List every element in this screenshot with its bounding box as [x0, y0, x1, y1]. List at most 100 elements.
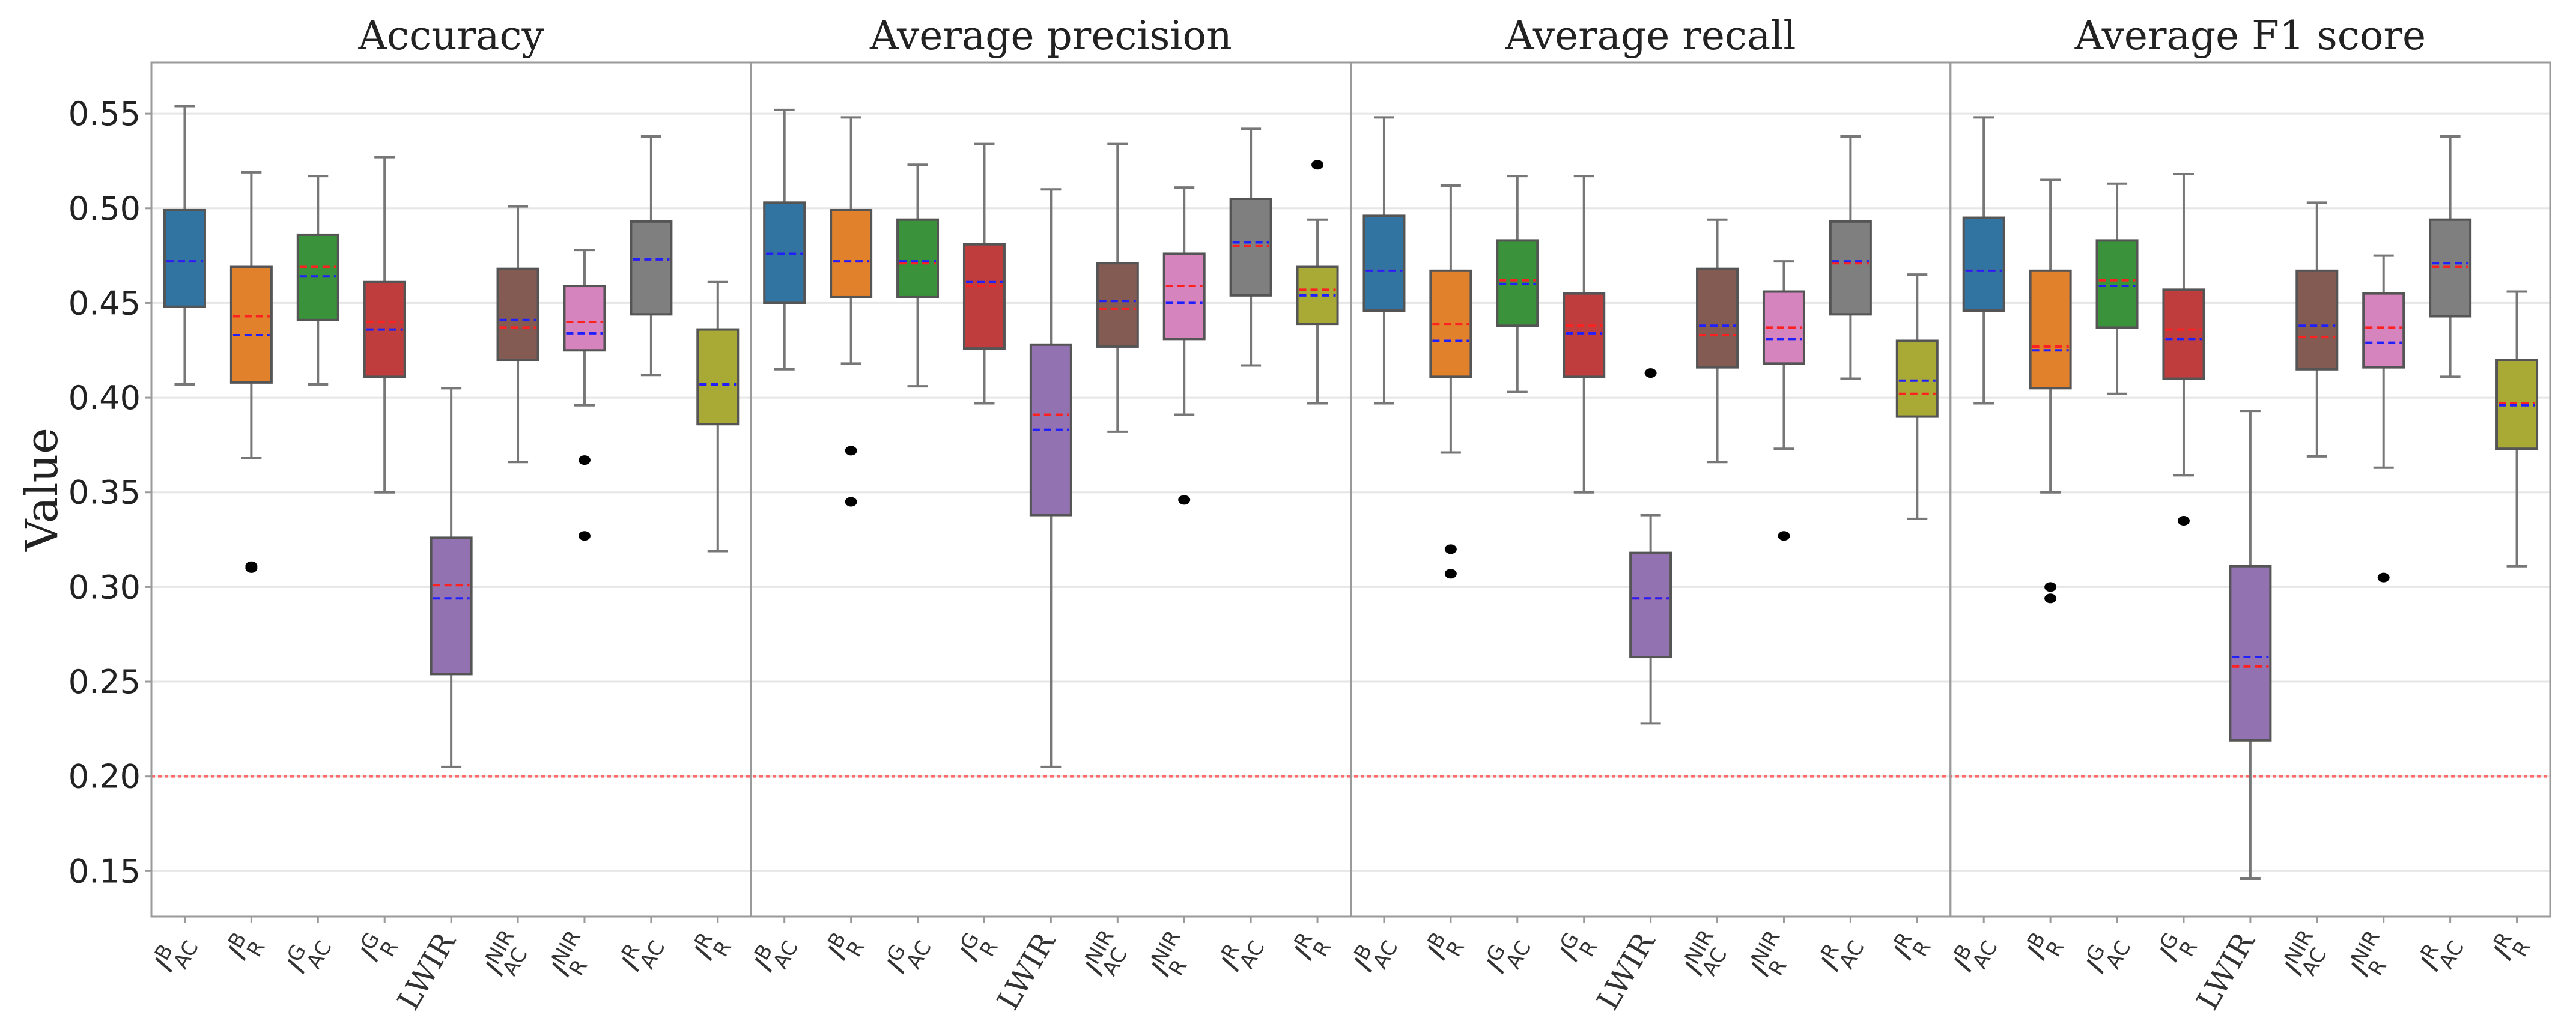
box-0 — [763, 108, 806, 371]
x-tick-label: INIRAC — [1676, 926, 1736, 986]
y-tick-label: 0.50 — [68, 190, 141, 228]
x-tick-text: IBR — [2019, 927, 2069, 970]
x-tick-text: INIRAC — [1676, 926, 1736, 986]
y-tick-label: 0.35 — [68, 474, 141, 512]
box-iqr — [1563, 292, 1606, 378]
x-tick-label: IGAC — [281, 937, 337, 978]
x-tick-label: IGR — [352, 927, 404, 972]
x-tick-label: IGR — [2153, 929, 2202, 967]
box-5 — [496, 205, 539, 464]
box-1 — [830, 116, 873, 507]
box-8 — [696, 280, 740, 553]
box-6 — [563, 249, 606, 541]
box-iqr — [1362, 214, 1406, 312]
box-4 — [1029, 188, 1072, 768]
x-tick-text: IGAC — [1478, 927, 1536, 983]
box-5 — [1096, 142, 1139, 433]
box-iqr — [630, 220, 673, 316]
box-6 — [1162, 186, 1206, 505]
outlier-point — [1444, 544, 1457, 554]
x-tick-label: INIRAC — [477, 926, 537, 986]
panel-title: Accuracy — [358, 13, 545, 59]
box-1 — [2029, 178, 2072, 604]
box-2 — [896, 163, 940, 388]
x-tick-label: IRR — [1885, 927, 1936, 970]
outlier-point — [2377, 572, 2390, 583]
x-tick-text: INIRAC — [477, 926, 537, 986]
x-tick-label: IGAC — [880, 937, 937, 978]
x-tick-label: IRAC — [1814, 937, 1870, 977]
box-iqr — [1962, 216, 2005, 312]
x-tick-text: IBAC — [746, 927, 803, 982]
outlier-point — [578, 531, 591, 541]
box-3 — [2162, 173, 2205, 526]
box-iqr — [1696, 267, 1739, 369]
outlier-point — [2044, 593, 2057, 604]
x-tick-text: IBAC — [1346, 927, 1403, 982]
outlier-point — [845, 497, 857, 507]
x-tick-text: IRAC — [1212, 927, 1269, 981]
x-tick-text: IRR — [1885, 927, 1936, 970]
y-axis-ticks: 0.15 0.20 0.25 0.30 0.35 0.40 0.45 0.50 0.55 — [68, 95, 151, 890]
x-tick-label: IRAC — [1212, 927, 1270, 981]
x-tick-label: INIRR — [1745, 927, 1792, 982]
x-tick-text: IBR — [219, 927, 270, 970]
x-tick-label: INIRAC — [2276, 926, 2336, 986]
x-tick-label: IGAC — [2077, 927, 2136, 983]
box-5 — [1696, 218, 1739, 464]
box-iqr — [1829, 220, 1872, 316]
x-tick-label: IGAC — [1478, 927, 1536, 983]
outlier-point — [245, 561, 258, 571]
panel-frame — [1350, 61, 1952, 918]
x-tick-label: LWIR — [390, 926, 463, 1016]
box-iqr — [496, 267, 539, 362]
box-1 — [1429, 184, 1472, 579]
x-tick-label: IRAC — [2412, 927, 2469, 981]
tick-subscript: AC — [2101, 937, 2136, 973]
x-tick-text: IBR — [819, 927, 870, 970]
outlier-point — [1778, 531, 1790, 541]
y-tick-label: 0.45 — [68, 284, 141, 322]
box-iqr — [2095, 239, 2139, 329]
x-tick-label: IBAC — [1947, 937, 2002, 977]
y-tick-label: 0.25 — [68, 663, 141, 701]
x-tick-text: IGR — [352, 927, 404, 972]
box-5 — [2295, 201, 2339, 458]
x-tick-text: IBR — [1419, 927, 1469, 970]
x-tick-text: INIRAC — [1077, 926, 1137, 986]
x-tick-text: IGR — [1551, 927, 1603, 972]
x-tick-label: IBR — [2019, 927, 2070, 970]
panel-frame — [1949, 61, 2551, 918]
x-tick-text: IGAC — [2077, 927, 2136, 983]
outlier-point — [578, 455, 591, 465]
outlier-point — [1444, 569, 1457, 579]
x-tick-label: IBR — [1419, 927, 1469, 970]
box-4 — [430, 387, 473, 768]
box-iqr — [2029, 269, 2072, 390]
x-tick-text: INIRR — [1143, 927, 1203, 987]
x-tick-label: IRAC — [615, 937, 670, 977]
x-tick-label: IBR — [819, 927, 870, 970]
y-axis-label: Value — [16, 428, 68, 552]
box-3 — [1563, 175, 1606, 494]
box-iqr — [1162, 252, 1206, 341]
x-tick-text: INIRR — [2342, 927, 2402, 987]
x-tick-label: IBAC — [148, 937, 204, 977]
box-7 — [630, 135, 673, 377]
box-2 — [296, 175, 339, 386]
box-iqr — [163, 208, 206, 308]
box-iqr — [2162, 288, 2205, 380]
box-4 — [2229, 410, 2272, 880]
outlier-point — [1311, 160, 1324, 170]
box-4 — [1629, 368, 1672, 725]
x-tick-text: INIRAC — [2276, 926, 2336, 986]
x-tick-text: IRAC — [2412, 927, 2469, 981]
x-tick-label: INIRAC — [1077, 926, 1137, 986]
x-tick-label: LWIR — [1590, 926, 1662, 1016]
outlier-point — [845, 446, 857, 456]
x-tick-text: IGR — [952, 927, 1003, 972]
